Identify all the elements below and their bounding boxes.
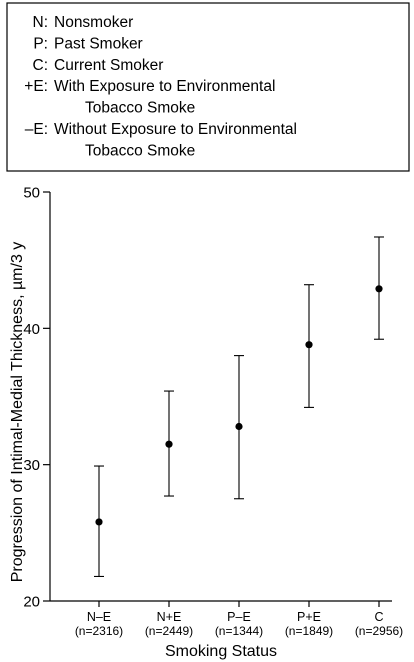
legend-code: –E:: [25, 121, 48, 138]
legend-code: P:: [33, 35, 48, 52]
legend-label: Tobacco Smoke: [85, 142, 195, 159]
data-point: [305, 341, 313, 349]
legend-label: With Exposure to Environmental: [54, 78, 275, 95]
legend-code: +E:: [24, 78, 48, 95]
y-axis-title: Progression of Intimal-Medial Thickness,…: [9, 242, 26, 583]
legend-label: Nonsmoker: [54, 14, 133, 31]
plot-area: 20 30 40 50 N–E(n=2316) N+E(n=2449) P–E(n=134…: [23, 185, 403, 639]
data-point: [235, 422, 243, 431]
legend-label: Current Smoker: [54, 57, 163, 74]
y-tick-label: 40: [23, 321, 40, 338]
legend-label: Past Smoker: [54, 35, 143, 52]
x-tick-n-label: (n=2956): [355, 624, 403, 638]
legend: N: Nonsmoker P: Past Smoker C: Current Smoker…: [6, 2, 410, 172]
x-tick-label: P–E: [227, 610, 251, 624]
x-tick-n-label: (n=2316): [75, 624, 123, 638]
legend-label: Without Exposure to Environmental: [54, 121, 297, 138]
data-point: [375, 285, 383, 293]
data-point: [95, 518, 103, 526]
y-tick-label: 30: [23, 457, 40, 474]
legend-label: Tobacco Smoke: [85, 100, 195, 117]
x-tick-label: C: [374, 610, 383, 624]
x-tick-label: P+E: [297, 610, 321, 624]
y-tick-label: 50: [23, 185, 40, 202]
y-tick-label: 20: [23, 594, 40, 611]
data-point: [165, 440, 173, 448]
legend-code: N:: [33, 14, 49, 31]
x-tick-n-label: (n=1344): [215, 624, 263, 638]
x-axis-title: Smoking Status: [165, 643, 277, 660]
x-tick-label: N+E: [157, 610, 182, 624]
x-tick-label: N–E: [87, 610, 111, 624]
legend-code: C:: [33, 57, 49, 74]
x-tick-n-label: (n=1849): [285, 624, 333, 638]
x-tick-n-label: (n=2449): [145, 624, 193, 638]
legend-box: [6, 2, 410, 172]
